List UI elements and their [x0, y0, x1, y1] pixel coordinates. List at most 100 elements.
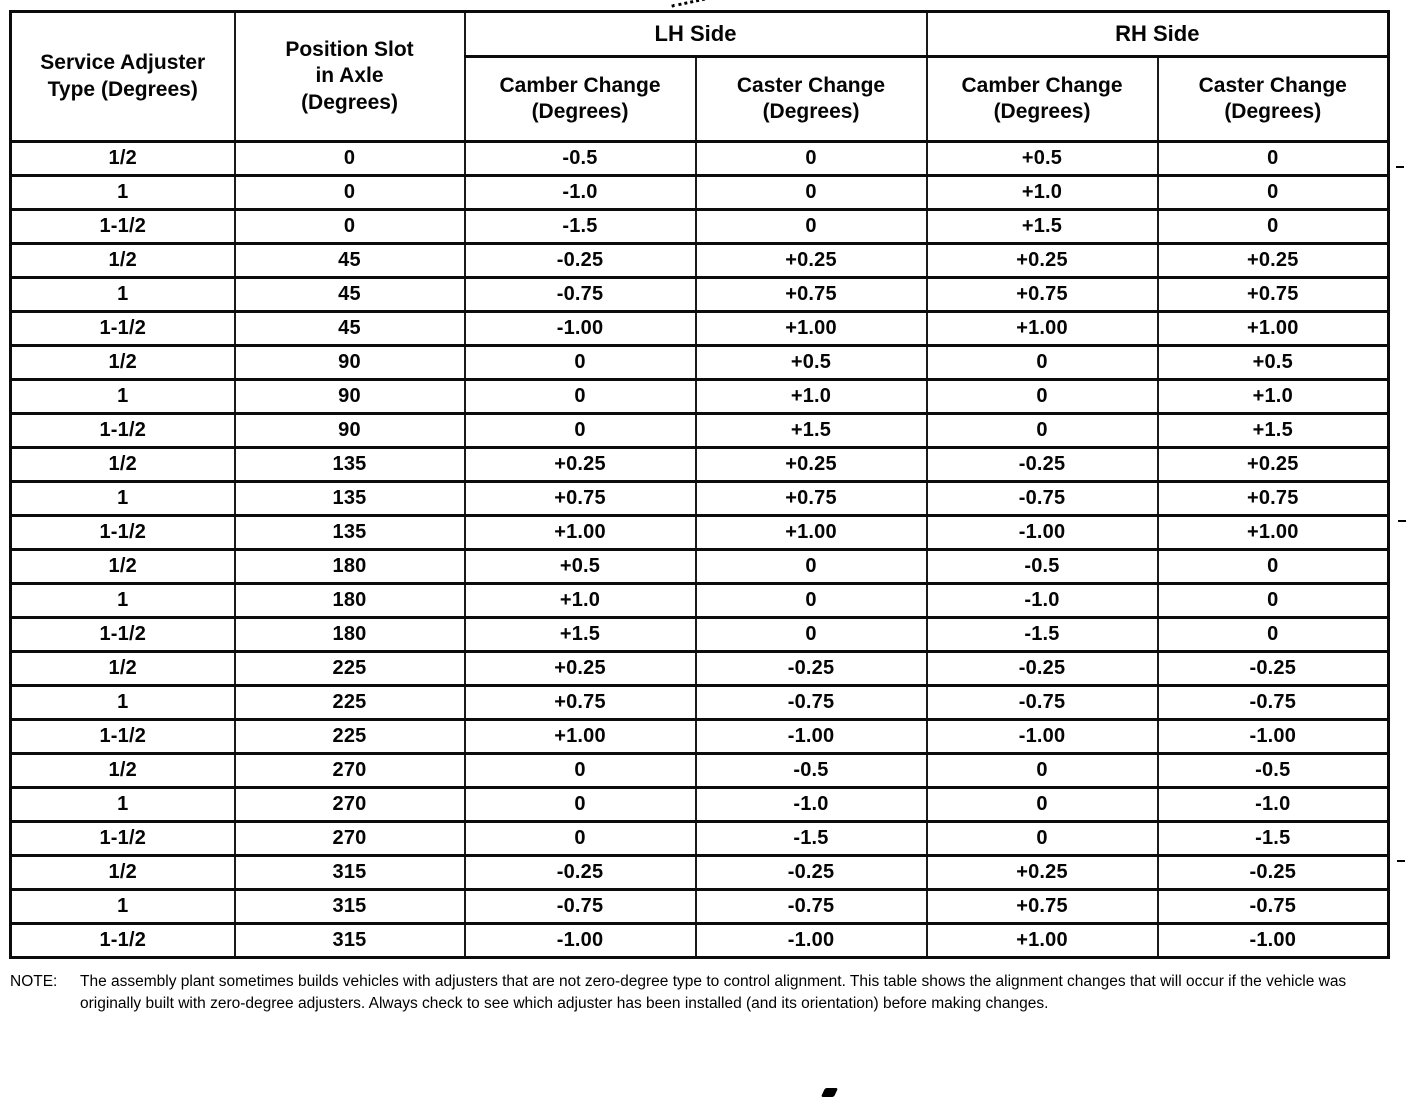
- table-cell: -1.5: [925, 616, 1159, 653]
- table-cell: 270: [233, 786, 466, 823]
- table-cell: 270: [233, 752, 466, 789]
- table-cell: 1: [9, 378, 236, 415]
- table-row: 1/2 225 +0.25 -0.25 -0.25 -0.25: [9, 650, 1390, 687]
- column-header-service-adjuster-type: Service Adjuster Type (Degrees): [9, 10, 236, 143]
- table-cell: 0: [463, 412, 697, 449]
- table-cell: 1/2: [9, 242, 236, 279]
- scan-artifact-dash: [1398, 520, 1406, 522]
- table-cell: 0: [694, 208, 928, 245]
- scan-artifact-dash: [1396, 166, 1404, 168]
- table-cell: +1.0: [694, 378, 928, 415]
- table-cell: 1/2: [9, 650, 236, 687]
- table-row: 1/2 135 +0.25 +0.25 -0.25 +0.25: [9, 446, 1390, 483]
- table-cell: 315: [233, 922, 466, 959]
- table-cell: 1-1/2: [9, 310, 236, 347]
- table-cell: -1.5: [1156, 820, 1390, 857]
- table-row: 1 0 -1.0 0 +1.0 0: [9, 174, 1390, 211]
- table-cell: -1.0: [1156, 786, 1390, 823]
- table-cell: 0: [925, 412, 1159, 449]
- table-cell: 135: [233, 480, 466, 517]
- table-cell: -1.00: [463, 310, 697, 347]
- note-label: NOTE:: [10, 973, 58, 990]
- table-cell: 1/2: [9, 854, 236, 891]
- table-cell: -0.75: [694, 888, 928, 925]
- table-cell: -0.25: [694, 650, 928, 687]
- table-cell: +0.25: [925, 854, 1159, 891]
- table-cell: 315: [233, 888, 466, 925]
- table-cell: 1/2: [9, 752, 236, 789]
- table-cell: 90: [233, 344, 466, 381]
- table-header: Service Adjuster Type (Degrees) Position…: [9, 10, 1390, 143]
- table-cell: +1.00: [1156, 310, 1390, 347]
- table-cell: 180: [233, 616, 466, 653]
- table-cell: 45: [233, 242, 466, 279]
- table-cell: +1.00: [1156, 514, 1390, 551]
- table-cell: 0: [463, 378, 697, 415]
- table-cell: +0.75: [1156, 480, 1390, 517]
- group-header-rh-side: RH Side: [925, 10, 1390, 58]
- table-cell: +1.00: [694, 514, 928, 551]
- table-cell: 1/2: [9, 140, 236, 177]
- column-header-rh-caster-change: Caster Change (Degrees): [1156, 55, 1390, 143]
- table-cell: +1.5: [694, 412, 928, 449]
- table-cell: +1.5: [1156, 412, 1390, 449]
- table-cell: -1.00: [1156, 718, 1390, 755]
- table-cell: -0.75: [925, 684, 1159, 721]
- table-cell: 1/2: [9, 446, 236, 483]
- table-cell: 1-1/2: [9, 820, 236, 857]
- table-cell: 1: [9, 786, 236, 823]
- table-row: 1/2 180 +0.5 0 -0.5 0: [9, 548, 1390, 585]
- table-cell: 0: [233, 174, 466, 211]
- table-cell: 0: [463, 752, 697, 789]
- table-cell: 1-1/2: [9, 616, 236, 653]
- table-cell: 0: [925, 752, 1159, 789]
- table-cell: +0.75: [694, 480, 928, 517]
- table-cell: 0: [1156, 548, 1390, 585]
- table-cell: 0: [925, 786, 1159, 823]
- table-cell: -0.25: [1156, 854, 1390, 891]
- table-cell: 90: [233, 378, 466, 415]
- table-row: 1 45 -0.75 +0.75 +0.75 +0.75: [9, 276, 1390, 313]
- table-cell: 0: [694, 548, 928, 585]
- table-cell: 1-1/2: [9, 412, 236, 449]
- table-cell: 0: [1156, 582, 1390, 619]
- table-cell: +0.25: [1156, 446, 1390, 483]
- table-cell: 0: [463, 344, 697, 381]
- table-cell: 0: [694, 140, 928, 177]
- table-cell: +0.75: [463, 684, 697, 721]
- table-cell: 45: [233, 276, 466, 313]
- column-header-lh-camber-change: Camber Change (Degrees): [463, 55, 697, 143]
- table-cell: -1.00: [925, 514, 1159, 551]
- table-cell: -0.75: [463, 888, 697, 925]
- table-cell: 90: [233, 412, 466, 449]
- table-cell: -0.5: [694, 752, 928, 789]
- group-header-lh-side: LH Side: [463, 10, 928, 58]
- table-cell: +1.00: [694, 310, 928, 347]
- table-cell: 0: [463, 786, 697, 823]
- table-cell: -0.25: [463, 242, 697, 279]
- table-cell: -0.25: [925, 446, 1159, 483]
- table-cell: 0: [925, 820, 1159, 857]
- table-cell: 1-1/2: [9, 208, 236, 245]
- column-header-rh-camber-change: Camber Change (Degrees): [925, 55, 1159, 143]
- table-cell: 0: [694, 616, 928, 653]
- table-row: 1 180 +1.0 0 -1.0 0: [9, 582, 1390, 619]
- table-cell: +1.0: [1156, 378, 1390, 415]
- table-cell: +0.25: [463, 650, 697, 687]
- scan-artifact-dash: [1397, 860, 1405, 862]
- table-cell: 1: [9, 684, 236, 721]
- table-cell: -0.75: [925, 480, 1159, 517]
- scan-artifact-blot: [820, 1088, 839, 1097]
- table-cell: 225: [233, 684, 466, 721]
- note-block: NOTE: The assembly plant sometimes build…: [10, 971, 1400, 1016]
- table-cell: +0.5: [1156, 344, 1390, 381]
- table-cell: 1: [9, 480, 236, 517]
- table-cell: 0: [233, 208, 466, 245]
- note-text: The assembly plant sometimes builds vehi…: [80, 973, 1347, 1013]
- table-row: 1-1/2 0 -1.5 0 +1.5 0: [9, 208, 1390, 245]
- table-cell: 135: [233, 514, 466, 551]
- table-cell: -0.75: [1156, 888, 1390, 925]
- table-cell: +0.5: [694, 344, 928, 381]
- table-cell: 0: [463, 820, 697, 857]
- table-row: 1 225 +0.75 -0.75 -0.75 -0.75: [9, 684, 1390, 721]
